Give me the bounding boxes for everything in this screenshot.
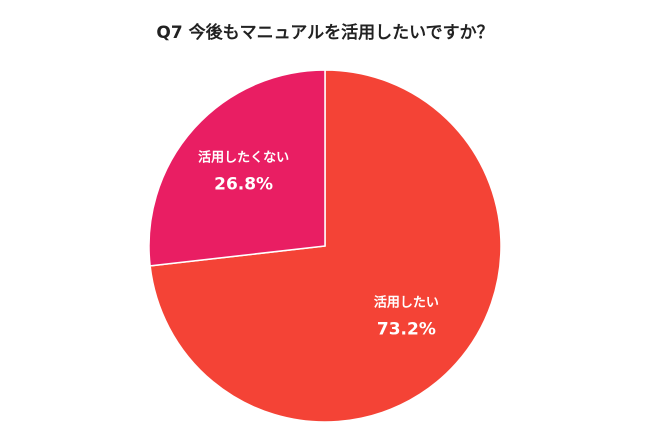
chart-title: Q7 今後もマニュアルを活用したいですか？ [156,22,493,43]
slice-label-1: 活用したい [374,295,439,311]
pie-labels: 活用したい 73.2% 活用したくない 26.8% [198,149,439,339]
slice-label-2: 活用したくない [198,149,289,165]
slice-value-2: 26.8% [214,174,273,194]
slice-value-1: 73.2% [377,320,436,340]
pie-slice-2 [148,69,326,267]
pie-slices [148,69,502,423]
